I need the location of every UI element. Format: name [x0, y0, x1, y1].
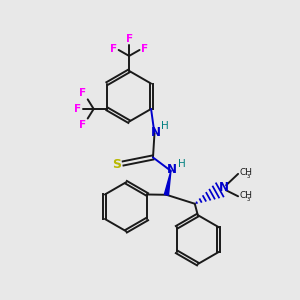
Text: H: H: [161, 121, 169, 131]
Text: CH: CH: [240, 190, 253, 200]
Text: F: F: [141, 44, 148, 54]
Text: F: F: [74, 104, 81, 114]
Text: N: N: [167, 163, 177, 176]
Text: F: F: [126, 34, 133, 44]
Text: F: F: [110, 44, 117, 54]
Text: ₃: ₃: [247, 171, 250, 180]
Text: N: N: [219, 181, 229, 194]
Text: CH: CH: [240, 168, 253, 177]
Text: F: F: [80, 120, 86, 130]
Text: F: F: [80, 88, 86, 98]
Text: ₃: ₃: [247, 194, 250, 202]
Text: H: H: [178, 159, 186, 169]
Polygon shape: [164, 171, 171, 195]
Text: N: N: [151, 126, 161, 139]
Text: S: S: [112, 158, 121, 170]
